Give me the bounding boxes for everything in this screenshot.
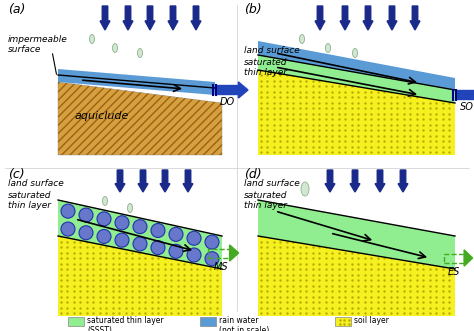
Text: saturated thin layer
(SSST): saturated thin layer (SSST) xyxy=(87,316,164,331)
Text: soil layer: soil layer xyxy=(354,316,389,325)
FancyArrow shape xyxy=(375,170,385,192)
FancyArrow shape xyxy=(315,6,325,30)
FancyArrow shape xyxy=(340,6,350,30)
Circle shape xyxy=(97,212,111,226)
FancyArrow shape xyxy=(398,170,408,192)
Ellipse shape xyxy=(301,182,309,196)
Text: (b): (b) xyxy=(244,3,262,16)
Ellipse shape xyxy=(137,49,143,58)
Text: MS: MS xyxy=(214,262,228,272)
Ellipse shape xyxy=(128,204,133,213)
Circle shape xyxy=(187,248,201,262)
Circle shape xyxy=(61,204,75,218)
Text: (c): (c) xyxy=(8,168,25,181)
Text: saturated
thin layer: saturated thin layer xyxy=(8,191,52,211)
Polygon shape xyxy=(258,200,455,269)
Circle shape xyxy=(79,226,93,240)
Text: aquiclude: aquiclude xyxy=(75,111,129,121)
Ellipse shape xyxy=(102,197,108,206)
Circle shape xyxy=(205,235,219,249)
FancyArrow shape xyxy=(229,245,238,261)
FancyArrow shape xyxy=(387,6,397,30)
Polygon shape xyxy=(258,200,455,316)
Text: SO: SO xyxy=(460,102,474,112)
Circle shape xyxy=(151,241,165,255)
Bar xyxy=(200,317,216,326)
FancyArrow shape xyxy=(160,170,170,192)
Polygon shape xyxy=(58,200,222,269)
FancyArrow shape xyxy=(138,170,148,192)
Polygon shape xyxy=(58,200,222,316)
Text: DO: DO xyxy=(220,97,235,107)
Text: rain water
(not in scale): rain water (not in scale) xyxy=(219,316,269,331)
Circle shape xyxy=(133,237,147,251)
Ellipse shape xyxy=(326,43,330,53)
Circle shape xyxy=(61,222,75,236)
Circle shape xyxy=(97,229,111,244)
FancyArrow shape xyxy=(410,6,420,30)
FancyArrow shape xyxy=(168,6,178,30)
Circle shape xyxy=(79,208,93,222)
Text: impermeable
surface: impermeable surface xyxy=(8,35,68,54)
Circle shape xyxy=(169,227,183,241)
Ellipse shape xyxy=(90,34,94,43)
FancyArrow shape xyxy=(100,6,110,30)
Circle shape xyxy=(151,223,165,238)
Text: saturated
thin layer: saturated thin layer xyxy=(244,58,288,77)
Circle shape xyxy=(133,220,147,234)
Circle shape xyxy=(115,233,129,247)
Text: land surface: land surface xyxy=(8,179,64,188)
Polygon shape xyxy=(258,55,455,155)
FancyArrow shape xyxy=(123,6,133,30)
FancyArrow shape xyxy=(183,170,193,192)
FancyArrow shape xyxy=(350,170,360,192)
Text: land surface: land surface xyxy=(244,179,300,188)
FancyArrow shape xyxy=(363,6,373,30)
Polygon shape xyxy=(258,41,455,90)
FancyArrow shape xyxy=(325,170,335,192)
FancyArrow shape xyxy=(464,250,473,266)
Circle shape xyxy=(169,244,183,258)
Bar xyxy=(335,317,351,326)
Text: land surface: land surface xyxy=(244,46,300,55)
Text: (d): (d) xyxy=(244,168,262,181)
Ellipse shape xyxy=(353,49,357,58)
Text: ES: ES xyxy=(448,267,460,277)
Text: (a): (a) xyxy=(8,3,26,16)
Circle shape xyxy=(115,216,129,230)
Circle shape xyxy=(205,252,219,266)
FancyArrow shape xyxy=(145,6,155,30)
Text: saturated
thin layer: saturated thin layer xyxy=(244,191,288,211)
Bar xyxy=(68,317,84,326)
FancyArrow shape xyxy=(456,87,474,103)
FancyArrow shape xyxy=(115,170,125,192)
Polygon shape xyxy=(58,82,222,155)
FancyArrow shape xyxy=(216,82,248,98)
Ellipse shape xyxy=(300,34,304,43)
Polygon shape xyxy=(58,69,215,95)
Circle shape xyxy=(187,231,201,245)
Ellipse shape xyxy=(112,43,118,53)
FancyArrow shape xyxy=(191,6,201,30)
Polygon shape xyxy=(258,55,455,103)
